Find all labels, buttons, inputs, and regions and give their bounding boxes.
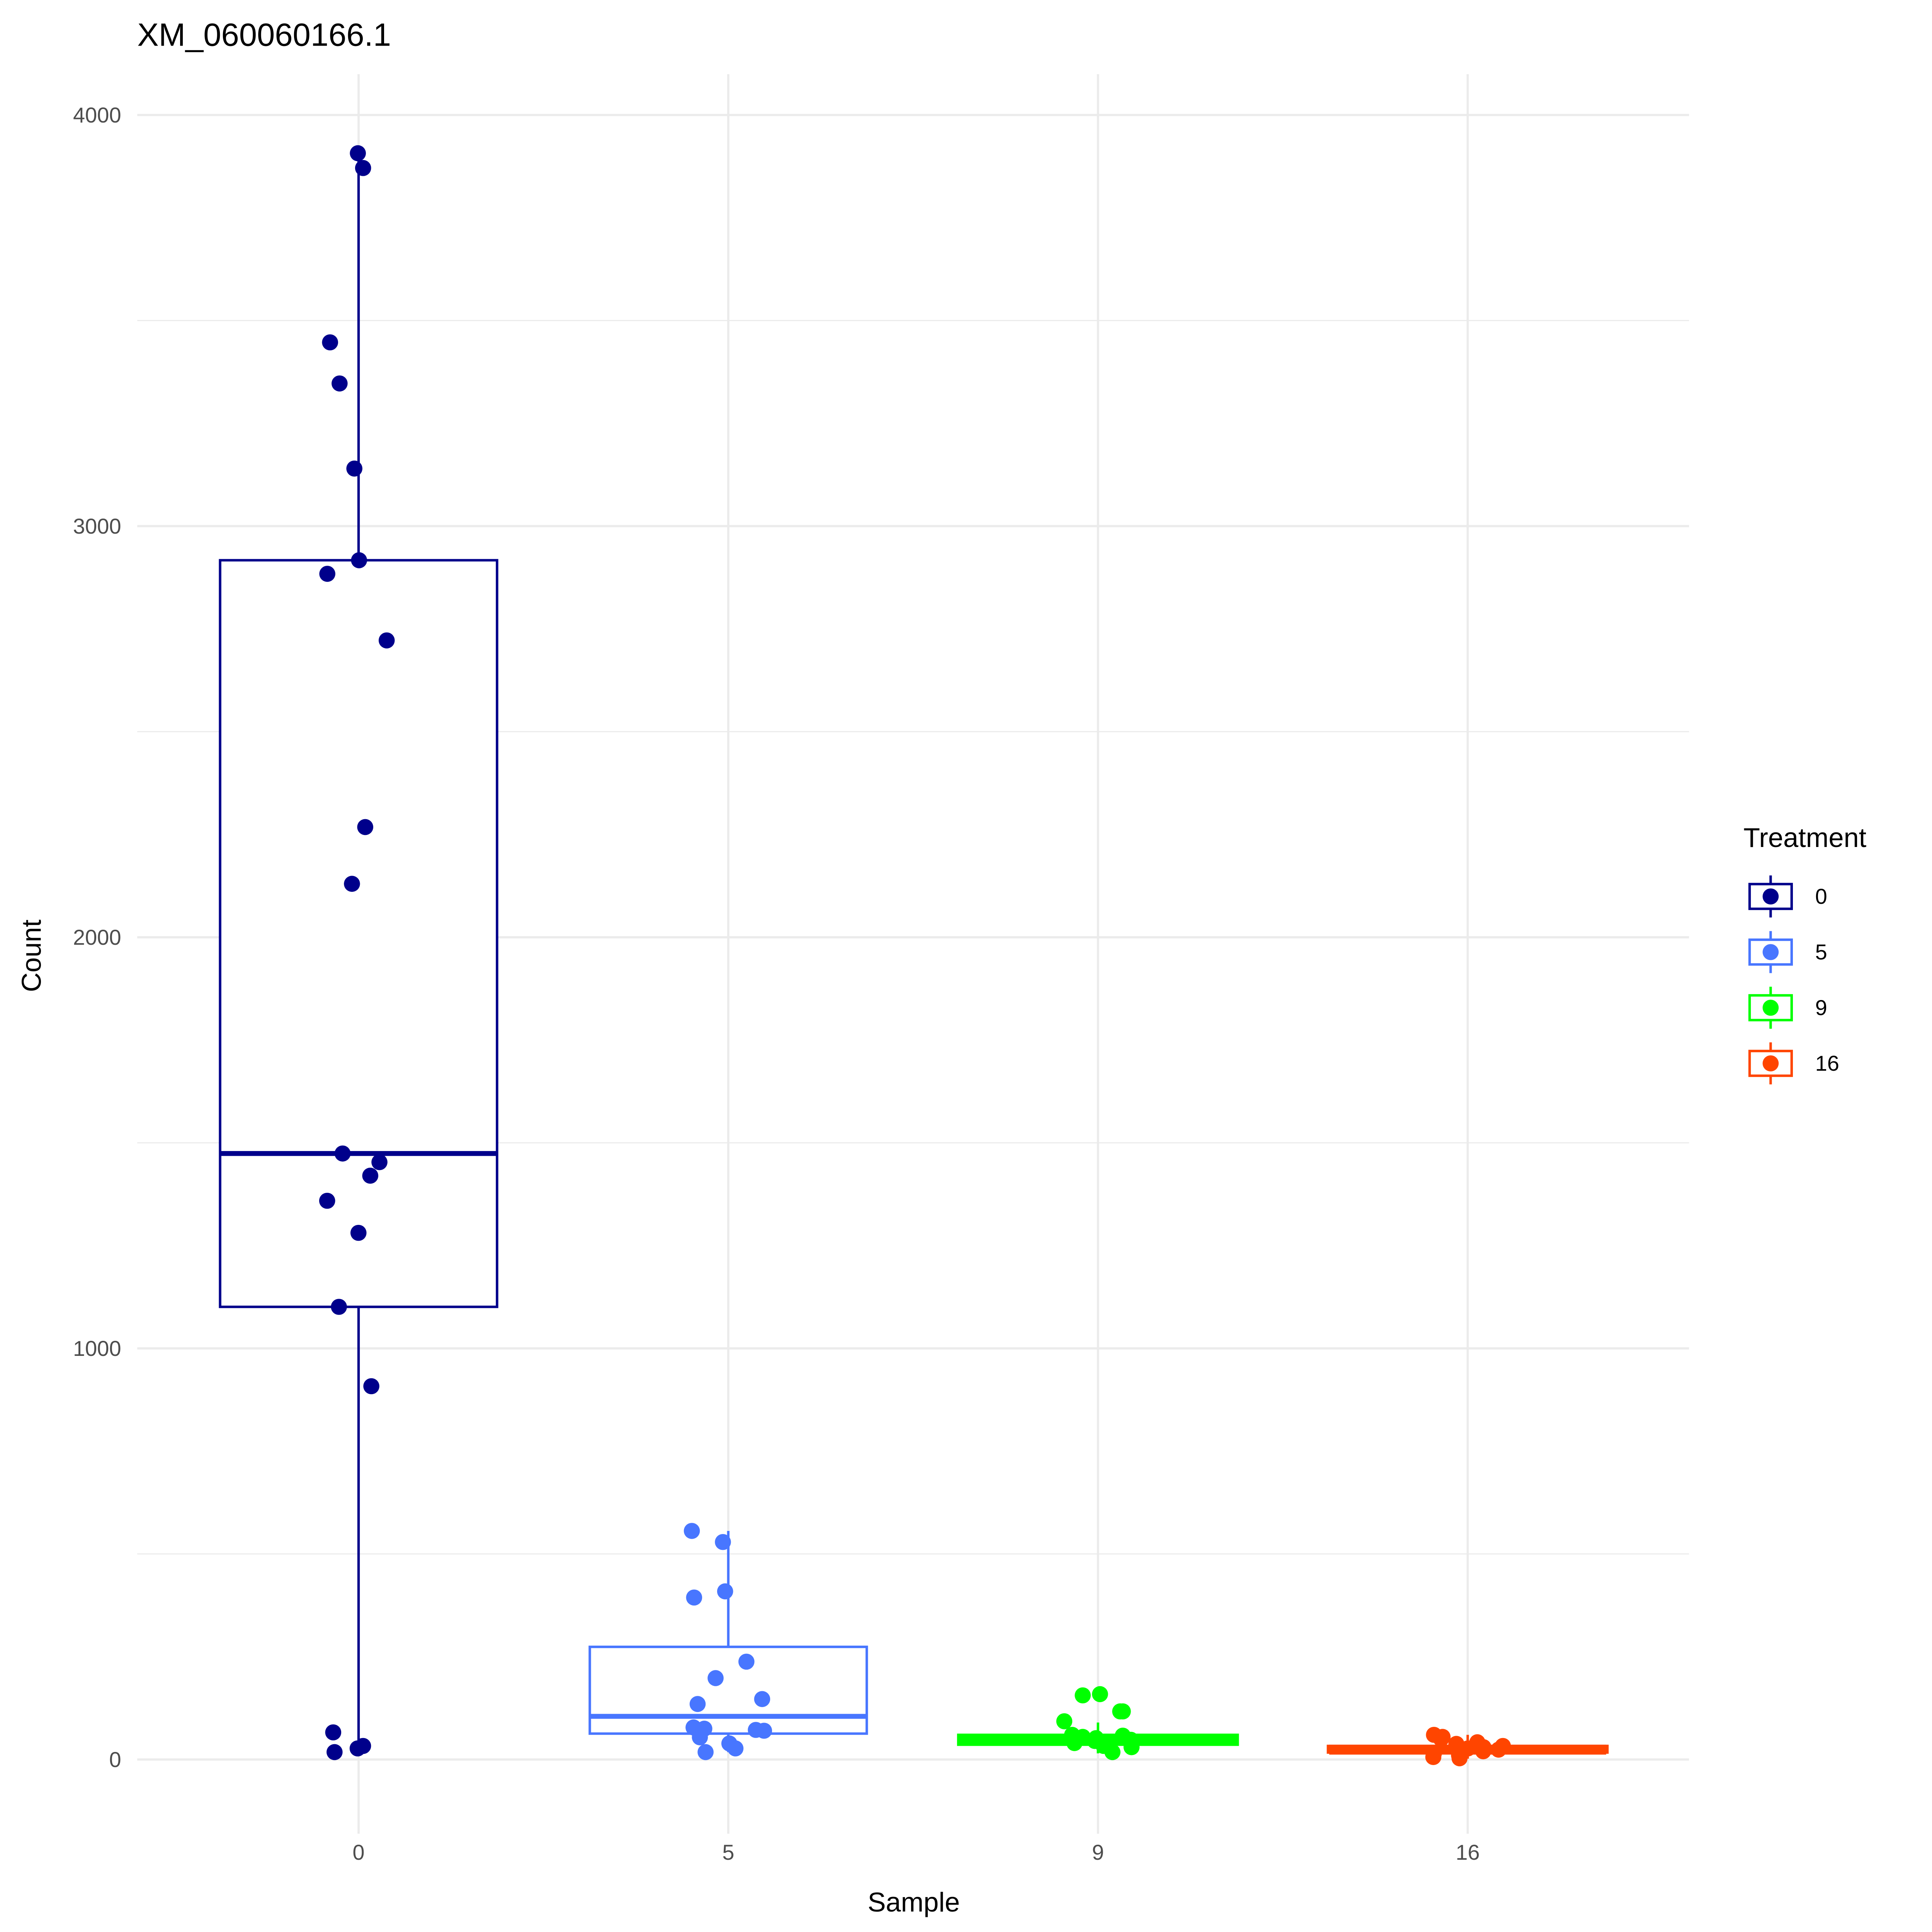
legend-label: 16	[1815, 1051, 1839, 1075]
data-point	[1123, 1739, 1140, 1755]
data-point	[1425, 1749, 1442, 1765]
data-point	[363, 1378, 379, 1395]
data-point	[334, 1145, 351, 1162]
data-point	[378, 632, 395, 649]
y-tick-label: 4000	[73, 103, 121, 127]
data-point	[1056, 1713, 1073, 1730]
data-point	[717, 1583, 733, 1600]
data-point	[756, 1723, 772, 1739]
data-point	[325, 1724, 342, 1741]
x-tick-label: 9	[1092, 1840, 1104, 1864]
legend-label: 5	[1815, 940, 1827, 964]
data-point	[1475, 1743, 1492, 1760]
data-point	[350, 145, 366, 162]
data-point	[689, 1696, 706, 1712]
x-tick-label: 16	[1456, 1840, 1480, 1864]
legend: Treatment 0 5 9 16	[1743, 822, 1867, 1085]
y-tick-label: 1000	[73, 1336, 121, 1361]
x-tick-label: 0	[352, 1840, 364, 1864]
x-axis-title: Sample	[867, 1887, 960, 1917]
data-point	[349, 1740, 366, 1757]
data-point	[707, 1670, 724, 1686]
data-point	[684, 1523, 700, 1539]
data-point	[697, 1744, 714, 1760]
data-point	[319, 566, 335, 582]
data-point	[362, 1167, 379, 1184]
data-point	[1104, 1744, 1121, 1760]
data-point	[322, 334, 338, 350]
y-tick-label: 0	[109, 1747, 121, 1772]
data-point	[331, 1299, 347, 1315]
legend-key-point	[1762, 888, 1779, 905]
legend-title: Treatment	[1743, 822, 1867, 853]
x-axis-ticks: 0 5 9 16	[352, 1840, 1480, 1864]
data-point	[1115, 1703, 1131, 1719]
data-point	[686, 1589, 702, 1606]
box-0	[219, 559, 498, 1308]
points	[319, 145, 1511, 1767]
y-tick-label: 3000	[73, 514, 121, 538]
x-tick-label: 5	[722, 1840, 734, 1864]
box-5	[588, 1645, 868, 1735]
y-axis-title: Count	[16, 919, 47, 992]
data-point	[357, 819, 373, 835]
data-point	[1490, 1742, 1507, 1758]
data-point	[692, 1729, 708, 1745]
chart-title: XM_060060166.1	[137, 17, 391, 53]
boxes	[219, 153, 1609, 1759]
y-tick-label: 2000	[73, 925, 121, 949]
data-point	[1451, 1750, 1468, 1767]
legend-key-point	[1762, 1000, 1779, 1016]
legend-key-box	[1748, 938, 1793, 966]
data-point	[355, 160, 371, 176]
data-point	[371, 1154, 388, 1170]
data-point	[1075, 1687, 1091, 1704]
data-point	[754, 1691, 770, 1707]
data-point	[344, 876, 360, 892]
legend-key-point	[1762, 944, 1779, 960]
data-point	[327, 1744, 343, 1760]
data-point	[738, 1653, 755, 1670]
data-point	[727, 1740, 744, 1757]
data-point	[346, 460, 362, 477]
legend-label: 9	[1815, 995, 1827, 1020]
data-point	[319, 1192, 335, 1209]
data-point	[332, 375, 348, 392]
legend-key-point	[1762, 1055, 1779, 1071]
data-point	[1066, 1735, 1083, 1751]
data-point	[1092, 1686, 1108, 1702]
data-point	[351, 552, 367, 568]
data-point	[715, 1534, 731, 1550]
data-point	[1433, 1731, 1449, 1747]
legend-label: 0	[1815, 884, 1827, 908]
y-axis-ticks: 0 1000 2000 3000 4000	[73, 103, 121, 1772]
data-point	[350, 1225, 367, 1241]
